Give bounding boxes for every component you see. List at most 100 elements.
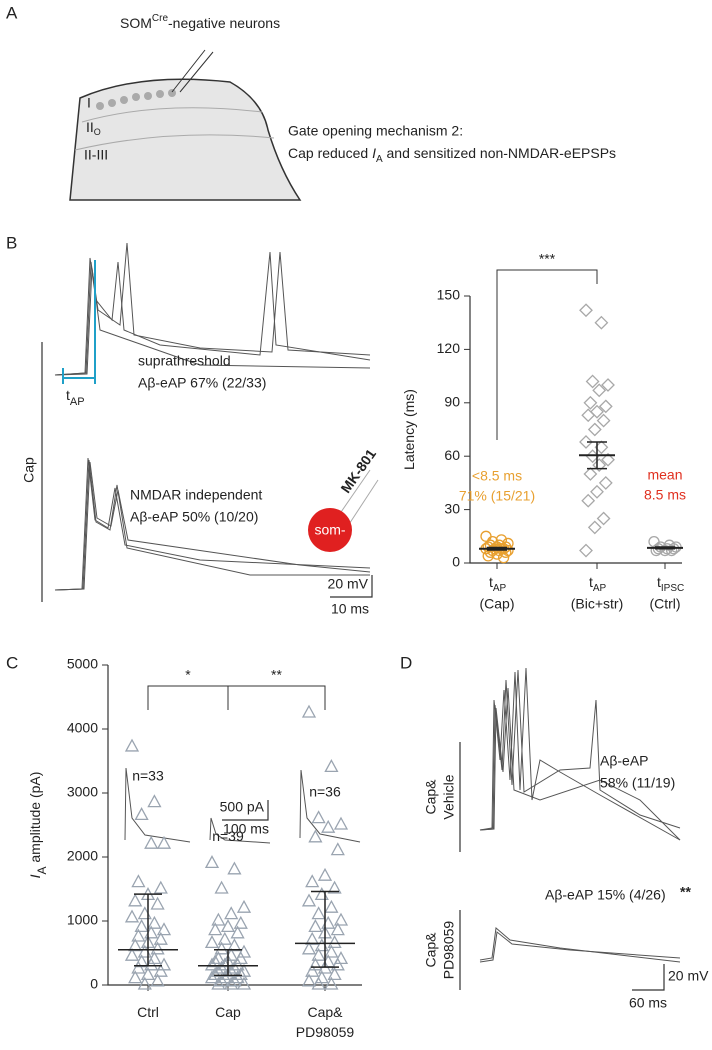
data-point (301, 941, 317, 955)
trace (479, 931, 681, 963)
symbol: t (589, 574, 593, 590)
data-point (497, 552, 510, 564)
y-axis-label: Latency (ms) (401, 389, 417, 470)
data-point (592, 458, 607, 473)
data-point (131, 874, 146, 888)
data-point (217, 931, 232, 945)
y-tick-label: 90 (444, 394, 460, 410)
panel-label: B (6, 233, 17, 252)
n-label: n=33 (132, 767, 164, 783)
significance-label: * (185, 667, 191, 683)
trace (54, 457, 371, 591)
data-point (579, 543, 593, 558)
x-tick-symbol: tIPSC (657, 574, 684, 594)
data-point (236, 963, 252, 977)
data-point (305, 874, 320, 888)
symbol: t (489, 574, 493, 590)
layer-label: I (87, 95, 91, 111)
y-axis-label-symbol: I (27, 874, 43, 878)
data-point (233, 967, 248, 981)
data-point (598, 475, 613, 490)
panel-label: C (6, 653, 18, 672)
data-point (579, 435, 593, 449)
trace-label: Aβ-eAP (600, 753, 649, 769)
data-point (324, 759, 339, 773)
significance: ** (680, 884, 691, 900)
subscript: IPSC (661, 583, 684, 594)
data-point (594, 315, 609, 330)
data-point (208, 967, 223, 981)
significance-bracket (147, 685, 229, 710)
trace-label: Aβ-eAP 67% (22/33) (138, 375, 266, 391)
data-point (333, 912, 349, 926)
data-point (585, 374, 600, 389)
trace (54, 251, 371, 376)
x-tick-label: Ctrl (137, 1004, 159, 1020)
y-tick-label: 0 (90, 976, 98, 992)
tap-label: tAP (66, 387, 85, 408)
y-axis-label-text: Latency (ms) (401, 389, 417, 470)
trace-label: Aβ-eAP 50% (10/20) (130, 509, 258, 525)
data-point (311, 947, 326, 961)
annotation: mean (647, 467, 682, 483)
inset-trace (299, 769, 361, 843)
data-point (227, 861, 242, 875)
data-point (230, 957, 245, 971)
condition-label: Vehicle (441, 774, 457, 819)
data-point (327, 967, 342, 981)
data-point (150, 896, 165, 910)
error-bar (587, 441, 607, 470)
data-point (224, 906, 239, 920)
data-point (211, 951, 226, 965)
y-tick-label: 120 (437, 340, 461, 356)
data-point (314, 938, 329, 952)
x-tick-label: (Bic+str) (571, 596, 624, 612)
scale-label: 20 mV (668, 968, 709, 984)
data-point (150, 973, 165, 987)
data-point (147, 915, 162, 929)
data-point (140, 967, 156, 981)
condition-label: PD98059 (441, 921, 457, 980)
data-point (211, 976, 226, 990)
error-bar (655, 546, 675, 550)
iqr-bar (214, 949, 242, 977)
y-tick-label: 30 (444, 500, 460, 516)
trace (54, 242, 371, 376)
annotation: <8.5 ms (472, 467, 522, 483)
data-point (314, 887, 329, 901)
data-point (134, 919, 149, 933)
data-point (579, 303, 593, 318)
iqr-bar (311, 890, 339, 968)
data-point (131, 960, 146, 974)
data-point (330, 842, 345, 856)
data-point (592, 383, 607, 398)
data-point (301, 973, 317, 987)
scale-label: 10 ms (331, 601, 369, 617)
condition-label: Cap& (423, 779, 439, 815)
scale-bar (632, 964, 665, 991)
symbol: t (657, 574, 661, 590)
y-tick-label: 4000 (67, 720, 98, 736)
caption: Cap reduced IA and sensitized non-NMDAR-… (288, 145, 616, 165)
data-point (333, 816, 349, 830)
panel-label: A (6, 3, 18, 22)
data-point (131, 928, 146, 942)
annotation: 71% (15/21) (459, 487, 535, 503)
data-point (327, 880, 342, 894)
significance-label: *** (539, 251, 556, 267)
cell-label: som- (314, 522, 345, 538)
data-point (156, 835, 172, 849)
data-point (230, 970, 245, 984)
data-point (147, 794, 162, 808)
data-point (134, 807, 149, 821)
data-point (601, 378, 615, 392)
significance-bracket (227, 685, 326, 710)
y-tick-label: 5000 (67, 656, 98, 672)
data-point (230, 925, 245, 939)
scale-label: 20 mV (328, 576, 369, 592)
data-point (321, 819, 336, 833)
x-tick-label: (Ctrl) (649, 596, 680, 612)
data-point (590, 484, 604, 499)
data-point (587, 520, 602, 535)
data-point (305, 931, 320, 945)
